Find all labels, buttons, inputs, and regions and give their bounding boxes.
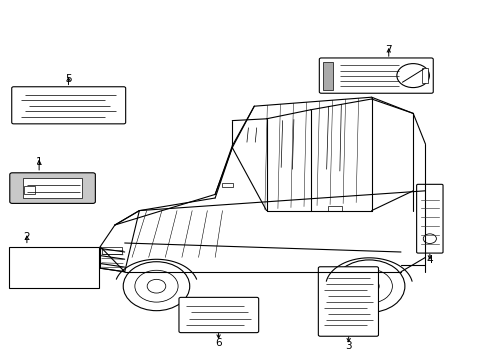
FancyBboxPatch shape bbox=[179, 297, 258, 333]
Bar bbox=[322, 62, 333, 90]
FancyBboxPatch shape bbox=[416, 184, 442, 253]
Bar bbox=[9, 247, 99, 288]
Text: 3: 3 bbox=[345, 341, 351, 351]
FancyBboxPatch shape bbox=[319, 58, 432, 93]
FancyBboxPatch shape bbox=[10, 173, 95, 203]
Text: 2: 2 bbox=[23, 232, 30, 242]
Text: 7: 7 bbox=[385, 45, 391, 55]
Bar bbox=[102, 247, 122, 254]
FancyBboxPatch shape bbox=[12, 87, 125, 124]
Bar bbox=[327, 206, 342, 211]
Bar bbox=[23, 178, 82, 198]
Bar bbox=[422, 68, 427, 83]
Text: 6: 6 bbox=[215, 338, 222, 348]
Text: 1: 1 bbox=[36, 157, 42, 167]
Bar bbox=[222, 183, 233, 187]
Text: 5: 5 bbox=[65, 73, 72, 84]
FancyBboxPatch shape bbox=[318, 267, 378, 336]
Text: 4: 4 bbox=[426, 255, 432, 265]
Bar bbox=[24, 186, 35, 194]
